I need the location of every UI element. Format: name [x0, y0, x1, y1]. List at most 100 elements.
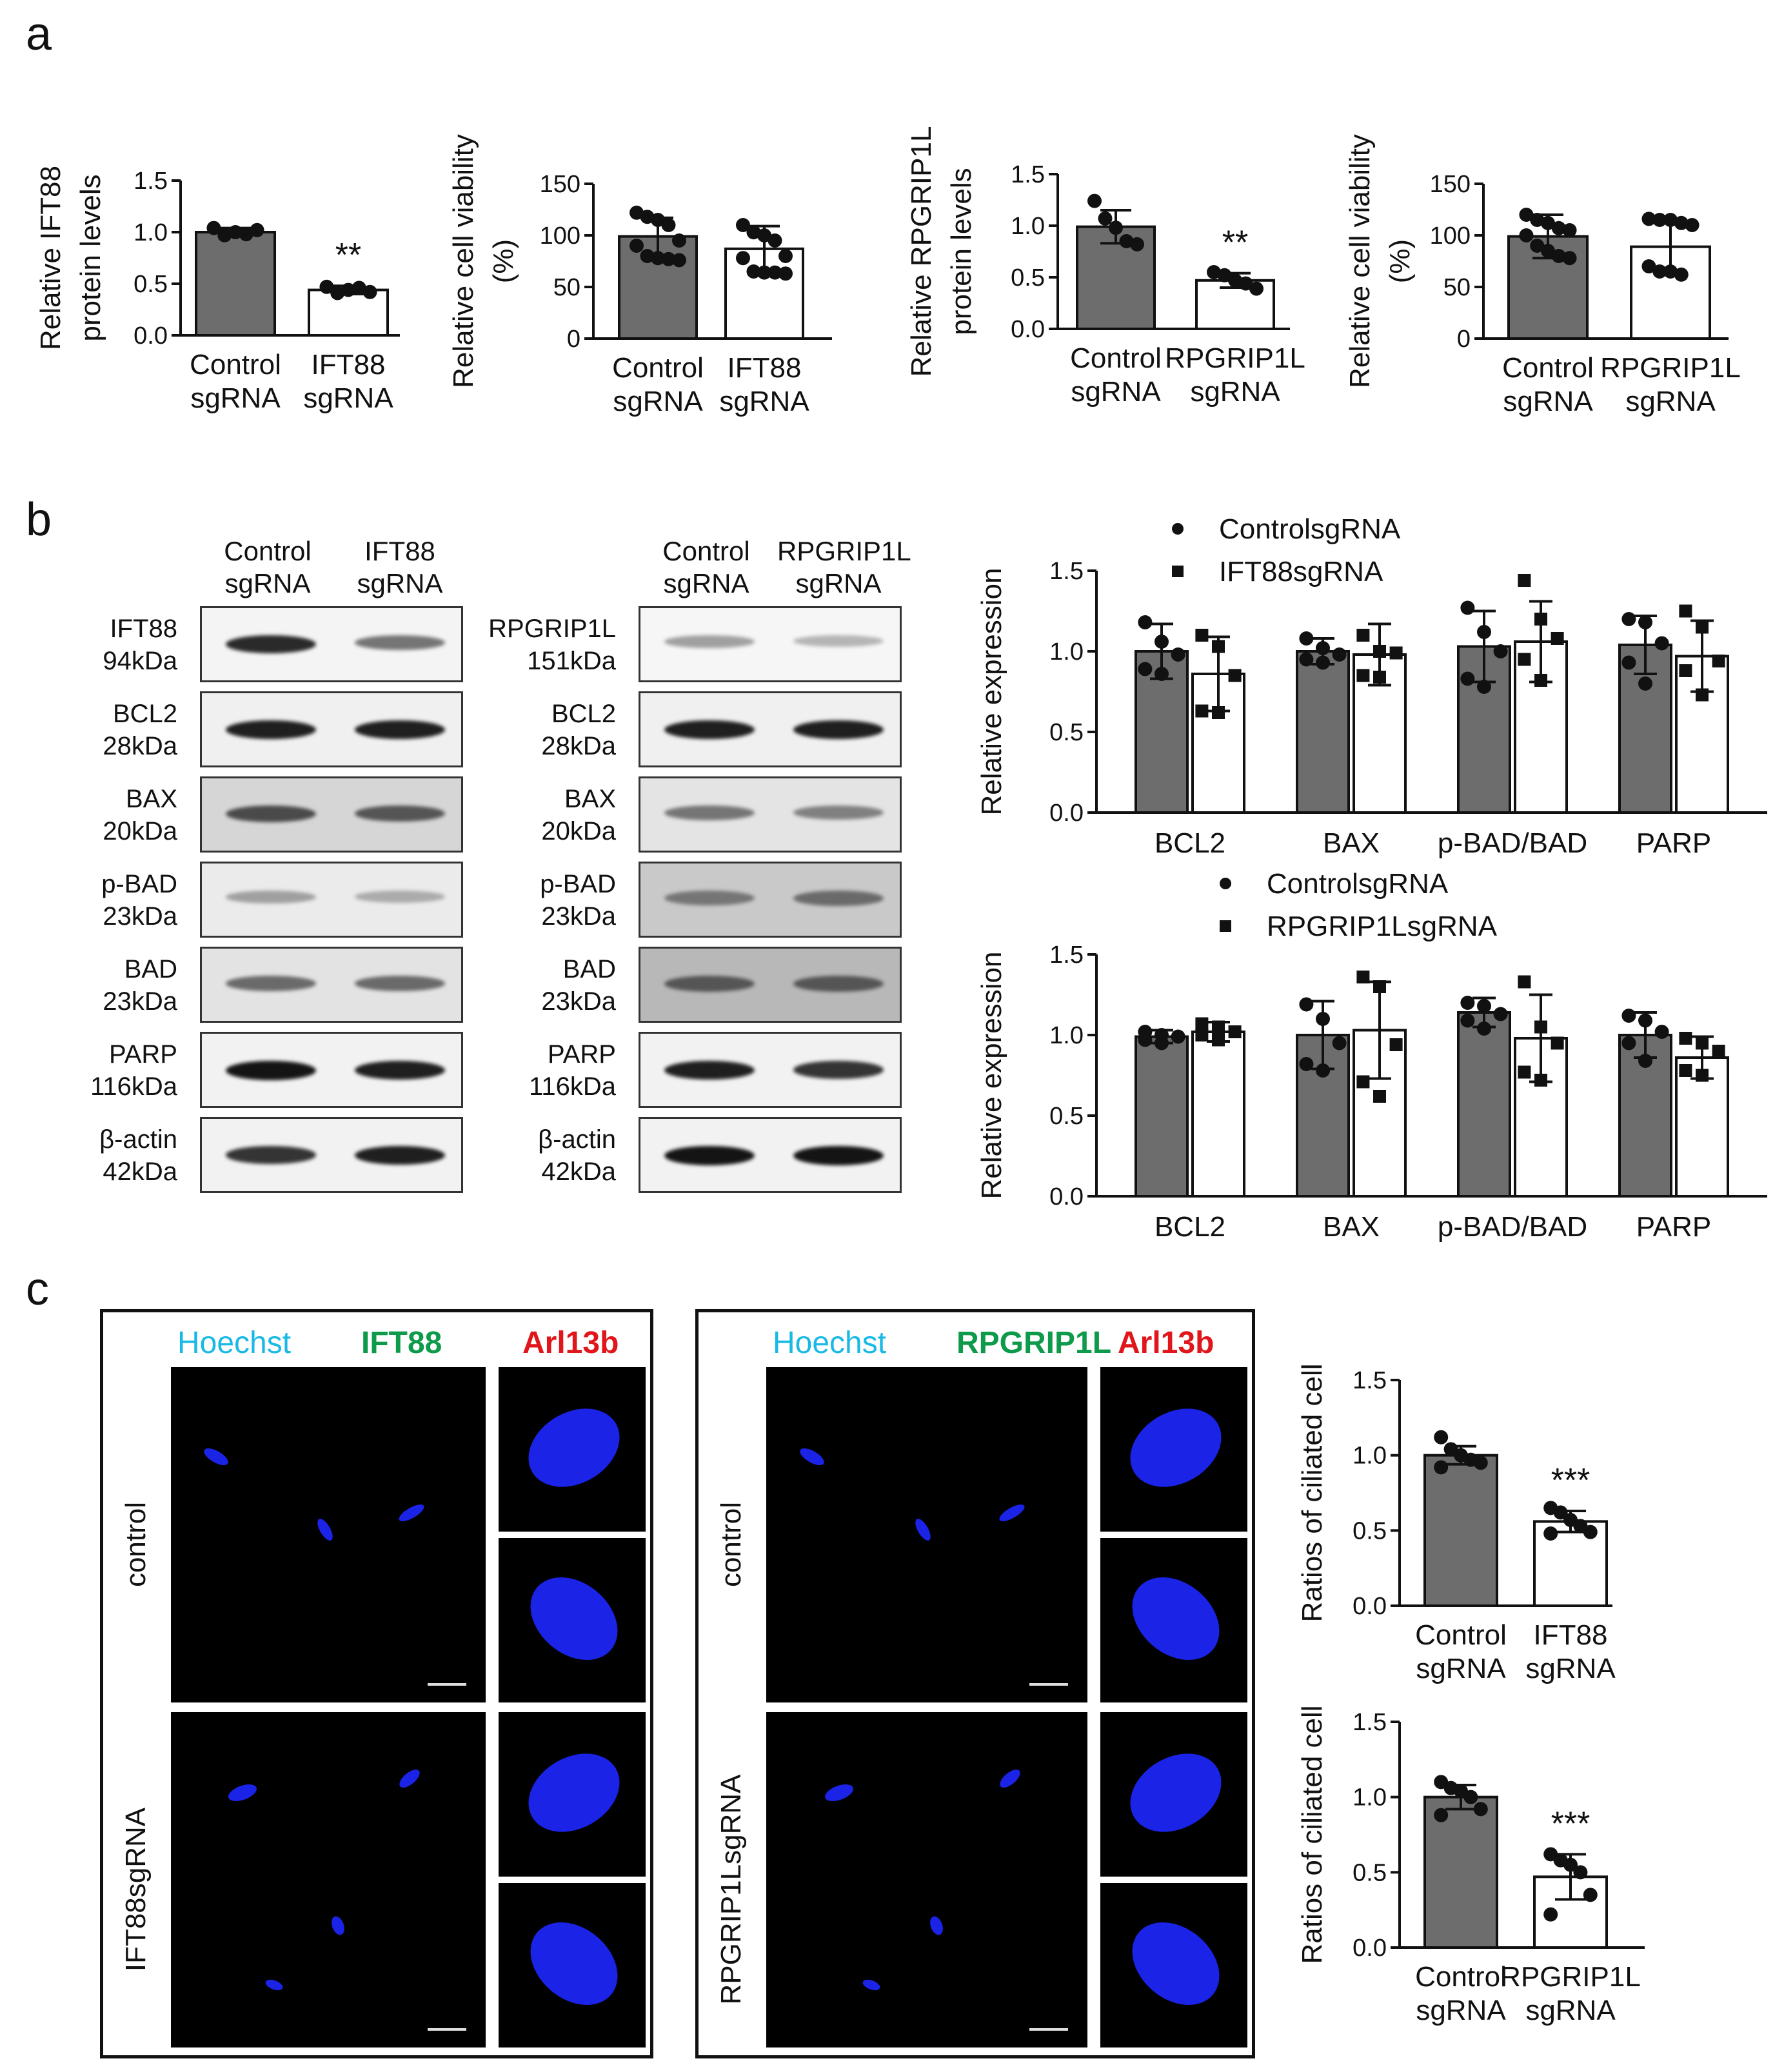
data-point	[1460, 996, 1475, 1010]
data-point	[1138, 662, 1153, 676]
y-tick-label: 1.0	[134, 219, 168, 246]
bar	[1191, 1031, 1245, 1198]
y-tick-label: 1.0	[1353, 1443, 1387, 1470]
data-point	[1299, 997, 1314, 1012]
y-tick-label: 0.5	[1353, 1859, 1387, 1886]
data-point	[1228, 1025, 1242, 1038]
data-point	[1473, 1802, 1488, 1817]
data-point	[1477, 680, 1491, 694]
data-point	[736, 218, 750, 232]
significance-label: ***	[1551, 1805, 1591, 1842]
data-point	[1316, 641, 1330, 655]
western-band	[226, 635, 316, 654]
micrograph-row-label: control	[715, 1501, 747, 1588]
data-point	[1316, 1012, 1330, 1026]
data-point	[228, 225, 243, 239]
western-lane-header: Control sgRNA	[662, 536, 750, 598]
data-point	[1109, 221, 1123, 235]
y-axis-label: Relative cell viability (%)	[1344, 134, 1416, 388]
data-point	[1389, 646, 1403, 660]
data-point	[1356, 1075, 1370, 1089]
data-point	[1519, 208, 1534, 222]
data-point	[1638, 676, 1652, 691]
data-point	[1652, 213, 1667, 227]
data-point	[1477, 625, 1491, 639]
western-band	[355, 720, 445, 740]
western-band-label: BCL2 28kDa	[541, 700, 616, 760]
legend-marker	[1172, 566, 1184, 577]
legend-label: IFT88sgRNA	[1219, 556, 1383, 587]
data-point	[661, 218, 676, 232]
category-label: RPGRIP1L	[1600, 352, 1741, 384]
category-label: Control	[1502, 352, 1594, 384]
y-tick-label: 1.0	[1353, 1784, 1387, 1811]
data-point	[1583, 1524, 1598, 1539]
category-label: sgRNA	[303, 382, 393, 414]
chart-ift88-protein: 0.0 0.5 1.0 1.5 Relative IFT88 protein levels…	[35, 166, 400, 414]
significance-label: **	[1222, 224, 1248, 262]
data-point	[1493, 644, 1508, 658]
western-band	[226, 976, 316, 991]
y-axis-label: Relative cell viability (%)	[448, 134, 519, 388]
western-lane-header: Control sgRNA	[224, 536, 312, 598]
data-point	[1652, 264, 1667, 279]
bar	[195, 231, 276, 337]
western-band	[664, 891, 755, 905]
western-band	[793, 891, 884, 906]
western-band	[226, 720, 316, 740]
data-point	[1562, 251, 1577, 266]
data-point	[1638, 615, 1652, 629]
data-point	[1712, 655, 1725, 667]
y-tick-label: 0.5	[1049, 719, 1084, 746]
data-point	[1373, 980, 1386, 993]
western-band	[793, 720, 884, 740]
bar	[1423, 1795, 1498, 1949]
y-tick-label: 0.5	[134, 271, 168, 298]
category-label: BAX	[1323, 827, 1380, 859]
category-label: p-BAD/BAD	[1438, 1211, 1587, 1243]
y-axis-label-line: Ratios of ciliated cell	[1296, 1363, 1328, 1622]
category-label: sgRNA	[719, 386, 809, 417]
data-point	[746, 264, 761, 279]
chart-ciliated-ift88: 0.0 0.5 1.0 1.5 Ratios of ciliated cell Contr…	[1296, 1363, 1616, 1684]
data-point	[1195, 629, 1209, 642]
chart-rpgrip1l-protein: 0.0 0.5 1.0 1.5 Relative RPGRIP1L protein lev…	[906, 126, 1305, 408]
data-point	[1641, 259, 1656, 273]
data-point	[1696, 1069, 1709, 1082]
category-label: RPGRIP1L	[1165, 342, 1305, 374]
data-point	[1534, 1020, 1547, 1034]
western-band	[664, 720, 755, 740]
data-point	[768, 265, 782, 280]
y-axis-label: Relative expression	[976, 568, 1007, 816]
stain-label-hoechst: Hoechst	[773, 1326, 887, 1360]
data-point	[1473, 1455, 1488, 1470]
y-axis-label-line: protein levels	[75, 174, 106, 341]
category-label: PARP	[1636, 827, 1712, 859]
data-point	[1373, 671, 1386, 684]
western-band	[355, 1061, 445, 1080]
data-point	[1534, 674, 1547, 687]
micrograph-row-label: control	[120, 1501, 152, 1588]
y-tick-label: 1.0	[1049, 638, 1084, 666]
y-axis-label-line: (%)	[1384, 239, 1416, 283]
y-tick-label: 1.5	[1049, 942, 1084, 969]
category-label: BAX	[1323, 1211, 1380, 1243]
data-point	[1373, 1090, 1386, 1103]
bar	[1457, 1011, 1511, 1198]
data-point	[250, 222, 264, 237]
panel-label-a: a	[26, 8, 52, 60]
category-label: IFT88	[1534, 1619, 1608, 1651]
category-label: IFT88	[312, 349, 386, 380]
category-label: Control	[1415, 1961, 1507, 1993]
data-point	[1518, 574, 1531, 587]
data-point	[1332, 647, 1347, 662]
data-point	[1119, 234, 1134, 248]
stain-label-hoechst: Hoechst	[177, 1326, 292, 1360]
chart-ciliated-rpgrip1l: 0.0 0.5 1.0 1.5 Ratios of ciliated cell Contr…	[1296, 1705, 1645, 2026]
data-point	[1563, 1857, 1578, 1872]
western-band-label: BAX 20kDa	[103, 785, 177, 845]
western-band	[226, 805, 316, 822]
category-label: IFT88	[728, 352, 802, 384]
data-point	[1228, 273, 1242, 288]
category-label: BCL2	[1155, 1211, 1225, 1243]
